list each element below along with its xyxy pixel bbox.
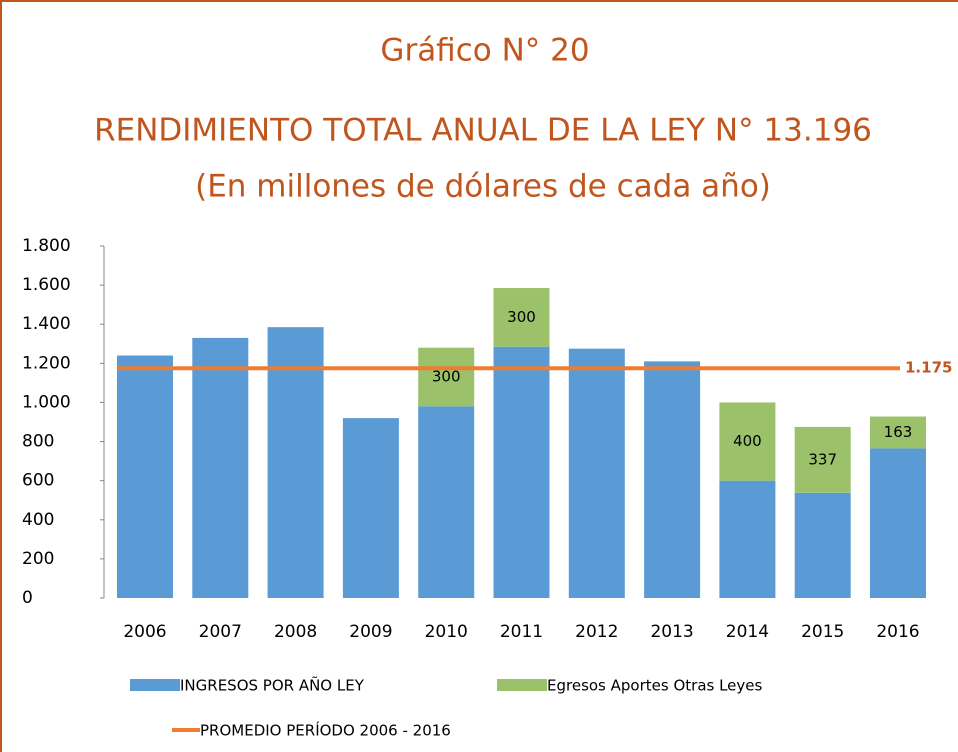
bar <box>192 337 249 598</box>
bar <box>418 347 475 407</box>
bar <box>794 426 851 493</box>
bar <box>342 418 399 598</box>
y-tick-label: 1.800 <box>22 236 71 256</box>
legend-label: PROMEDIO PERÍODO 2006 - 2016 <box>200 721 451 740</box>
y-tick-label: 1.200 <box>22 353 71 373</box>
data-label: 163 <box>884 423 913 441</box>
y-tick-label: 0 <box>22 588 33 608</box>
x-tick-label: 2015 <box>801 622 844 642</box>
data-label: 400 <box>733 432 762 450</box>
data-label: 300 <box>507 308 536 326</box>
y-tick-label: 1.000 <box>22 392 71 412</box>
y-tick-label: 400 <box>22 510 54 530</box>
chart-subtitle: RENDIMIENTO TOTAL ANUAL DE LA LEY N° 13.… <box>94 113 872 149</box>
chart-subtitle: (En millones de dólares de cada año) <box>195 169 771 205</box>
y-tick-label: 200 <box>22 549 54 569</box>
legend-label: INGRESOS POR AÑO LEY <box>180 676 365 695</box>
y-tick-label: 1.400 <box>22 314 71 334</box>
bar <box>870 448 926 598</box>
data-label: 300 <box>432 368 461 386</box>
x-tick-label: 2013 <box>650 622 693 642</box>
x-tick-label: 2016 <box>876 622 919 642</box>
y-tick-label: 1.600 <box>22 275 71 295</box>
legend-label: Egresos Aportes Otras Leyes <box>547 677 763 695</box>
legend-swatch <box>130 679 180 691</box>
average-label: 1.175 <box>905 359 952 377</box>
x-tick-label: 2014 <box>726 622 769 642</box>
x-tick-label: 2008 <box>274 622 317 642</box>
bar <box>644 361 701 598</box>
bar <box>493 346 550 598</box>
bar <box>719 402 776 481</box>
x-tick-label: 2009 <box>349 622 392 642</box>
bar <box>870 416 926 449</box>
x-tick-label: 2012 <box>575 622 618 642</box>
bar <box>418 406 475 598</box>
data-label: 337 <box>808 450 837 468</box>
x-tick-label: 2011 <box>500 622 543 642</box>
x-tick-label: 2007 <box>199 622 242 642</box>
y-tick-label: 800 <box>22 432 54 452</box>
bar <box>794 492 851 598</box>
bar <box>117 355 173 598</box>
chart-title: Gráfico N° 20 <box>380 33 589 69</box>
bar <box>568 348 625 598</box>
bar <box>719 480 776 598</box>
y-tick-label: 600 <box>22 471 54 491</box>
bar <box>267 327 324 598</box>
x-tick-label: 2006 <box>123 622 166 642</box>
bar <box>493 288 550 347</box>
legend-swatch <box>497 679 547 691</box>
x-tick-label: 2010 <box>425 622 468 642</box>
